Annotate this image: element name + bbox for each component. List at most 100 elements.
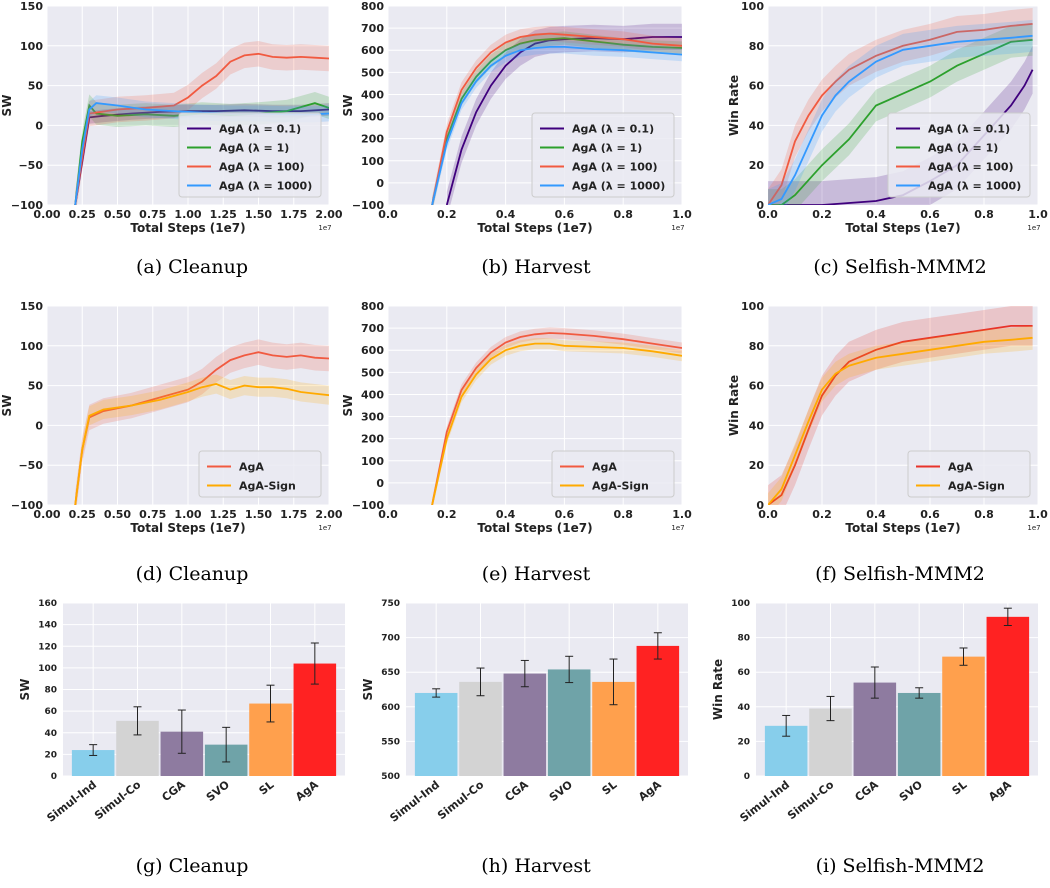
x-tick-label: 1.0 [672, 208, 692, 221]
chart-a: (a) Cleanup 0.00 0.25 0.50 0.75 1.00 1.25 1.50 1… [0, 0, 343, 278]
legend-label: AgA (λ = 1000) [219, 180, 312, 193]
x-tick-label: 0.75 [139, 508, 166, 521]
x-tick-label: 1.0 [1028, 208, 1048, 221]
y-tick-label: 100 [361, 155, 384, 168]
x-tick-label: 0.0 [758, 208, 778, 221]
x-axis-exponent: 1e7 [1027, 224, 1040, 232]
caption: (e) Harvest [482, 563, 591, 585]
chart-d: (d) Cleanup 0.00 0.25 0.50 0.75 1.00 1.25 1.50 1… [0, 300, 343, 585]
legend: AgA (λ = 0.1) AgA (λ = 1) AgA (λ = 100) AgA… [887, 112, 1031, 198]
x-axis-exponent: 1e7 [318, 224, 331, 232]
series-line [768, 38, 1033, 205]
series-line [768, 23, 1033, 205]
x-tick-label: 0.0 [758, 508, 778, 521]
x-tick-label: SVO [204, 778, 232, 804]
x-tick-label: 0.00 [33, 208, 60, 221]
chart-c: (c) Selfish-MMM2 0.0 0.2 0.4 0.6 0.8 1.0 0 20 40 6… [727, 0, 1048, 278]
x-tick-label: 2.00 [315, 208, 342, 221]
series-line [431, 332, 682, 505]
x-tick-label: 1.50 [245, 208, 272, 221]
y-tick-label: 40 [749, 119, 765, 132]
legend-label: AgA (λ = 100) [928, 161, 1014, 174]
x-tick-label: 2.00 [315, 508, 342, 521]
x-axis-label: Total Steps (1e7) [845, 221, 960, 235]
y-tick-label: −50 [18, 459, 43, 472]
y-tick-label: 50 [28, 80, 44, 93]
y-tick-label: 100 [741, 0, 764, 13]
y-tick-label: 100 [731, 599, 750, 609]
y-tick-label: 150 [20, 300, 43, 313]
x-axis-exponent: 1e7 [318, 524, 331, 532]
y-axis-label: Win Rate [727, 75, 741, 136]
legend-label: AgA (λ = 1) [572, 142, 642, 155]
legend-box [531, 112, 675, 198]
y-tick-label: 700 [361, 22, 384, 35]
x-tick-label: 0.4 [496, 208, 516, 221]
x-tick-label: 0.75 [139, 208, 166, 221]
x-tick-label: 0.6 [555, 508, 575, 521]
x-tick-label: 0.4 [866, 508, 886, 521]
x-tick-label: 0.2 [812, 508, 832, 521]
y-tick-label: 0 [376, 177, 384, 190]
x-tick-label: SL [257, 778, 277, 797]
y-tick-label: 40 [749, 419, 765, 432]
series-line [768, 34, 1033, 205]
y-tick-label: 0 [756, 499, 764, 512]
y-tick-label: 100 [38, 664, 57, 674]
y-axis-label: Win Rate [711, 659, 725, 720]
x-tick-label: 0.25 [69, 508, 96, 521]
legend-label: AgA (λ = 100) [219, 161, 305, 174]
y-tick-label: 20 [749, 159, 765, 172]
x-tick-label: CGA [852, 778, 881, 804]
y-tick-label: 800 [361, 0, 384, 13]
legend-label: AgA (λ = 1000) [928, 180, 1021, 193]
y-tick-label: 80 [749, 340, 765, 353]
legend-label: AgA [239, 461, 264, 474]
x-tick-label: AgA [636, 778, 664, 804]
x-tick-label: Simul-Ind [44, 778, 99, 825]
x-tick-label: 0.6 [920, 508, 940, 521]
legend: AgA (λ = 0.1) AgA (λ = 1) AgA (λ = 100) AgA… [531, 112, 675, 198]
x-tick-label: 0.4 [866, 208, 886, 221]
x-axis-label: Total Steps (1e7) [845, 521, 960, 535]
legend: AgA AgA-Sign [198, 450, 322, 498]
chart-i: (i) Selfish-MMM2 0 20 40 60 80 100 Simul-IndSim… [711, 599, 1038, 877]
chart-h: (h) Harvest 500 550 600 650 700 750 Simul-IndSi… [361, 599, 688, 877]
y-tick-label: 0 [35, 419, 43, 432]
x-tick-label: 0.2 [437, 208, 457, 221]
caption: (a) Cleanup [136, 256, 248, 278]
chart-g: (g) Cleanup 0 20 40 60 80 100 120 140 160 Simul-In… [18, 599, 345, 877]
y-tick-label: 80 [44, 686, 57, 696]
series-line [431, 32, 682, 205]
y-tick-label: 100 [20, 40, 43, 53]
y-tick-label: 50 [28, 380, 44, 393]
x-tick-label: Simul-Co [92, 778, 144, 822]
x-tick-label: 0.8 [613, 508, 633, 521]
caption: (i) Selfish-MMM2 [816, 855, 985, 877]
x-axis-label: Total Steps (1e7) [130, 221, 245, 235]
x-axis-exponent: 1e7 [671, 524, 684, 532]
y-axis-label: SW [341, 395, 355, 417]
series-band [446, 23, 682, 205]
series-band [768, 23, 1033, 205]
y-tick-label: 500 [361, 66, 384, 79]
y-tick-label: 60 [44, 707, 57, 717]
legend-label: AgA (λ = 1) [928, 142, 998, 155]
x-tick-label: 0.2 [812, 208, 832, 221]
y-tick-label: −100 [352, 199, 385, 212]
bar [459, 681, 502, 776]
x-tick-label: Simul-Ind [737, 778, 792, 825]
x-tick-label: CGA [502, 778, 531, 804]
bar [547, 669, 591, 776]
y-tick-label: 140 [38, 621, 57, 631]
legend-label: AgA (λ = 0.1) [219, 123, 301, 136]
y-tick-label: 150 [20, 0, 43, 13]
y-tick-label: −100 [352, 499, 385, 512]
legend-label: AgA-Sign [239, 480, 296, 493]
y-axis-label: SW [0, 95, 14, 117]
y-tick-label: −50 [18, 159, 43, 172]
x-tick-label: 1.75 [280, 508, 307, 521]
legend: AgA (λ = 0.1) AgA (λ = 1) AgA (λ = 100) AgA… [178, 112, 322, 198]
y-tick-label: 20 [44, 750, 57, 760]
x-tick-label: 1.25 [210, 508, 237, 521]
